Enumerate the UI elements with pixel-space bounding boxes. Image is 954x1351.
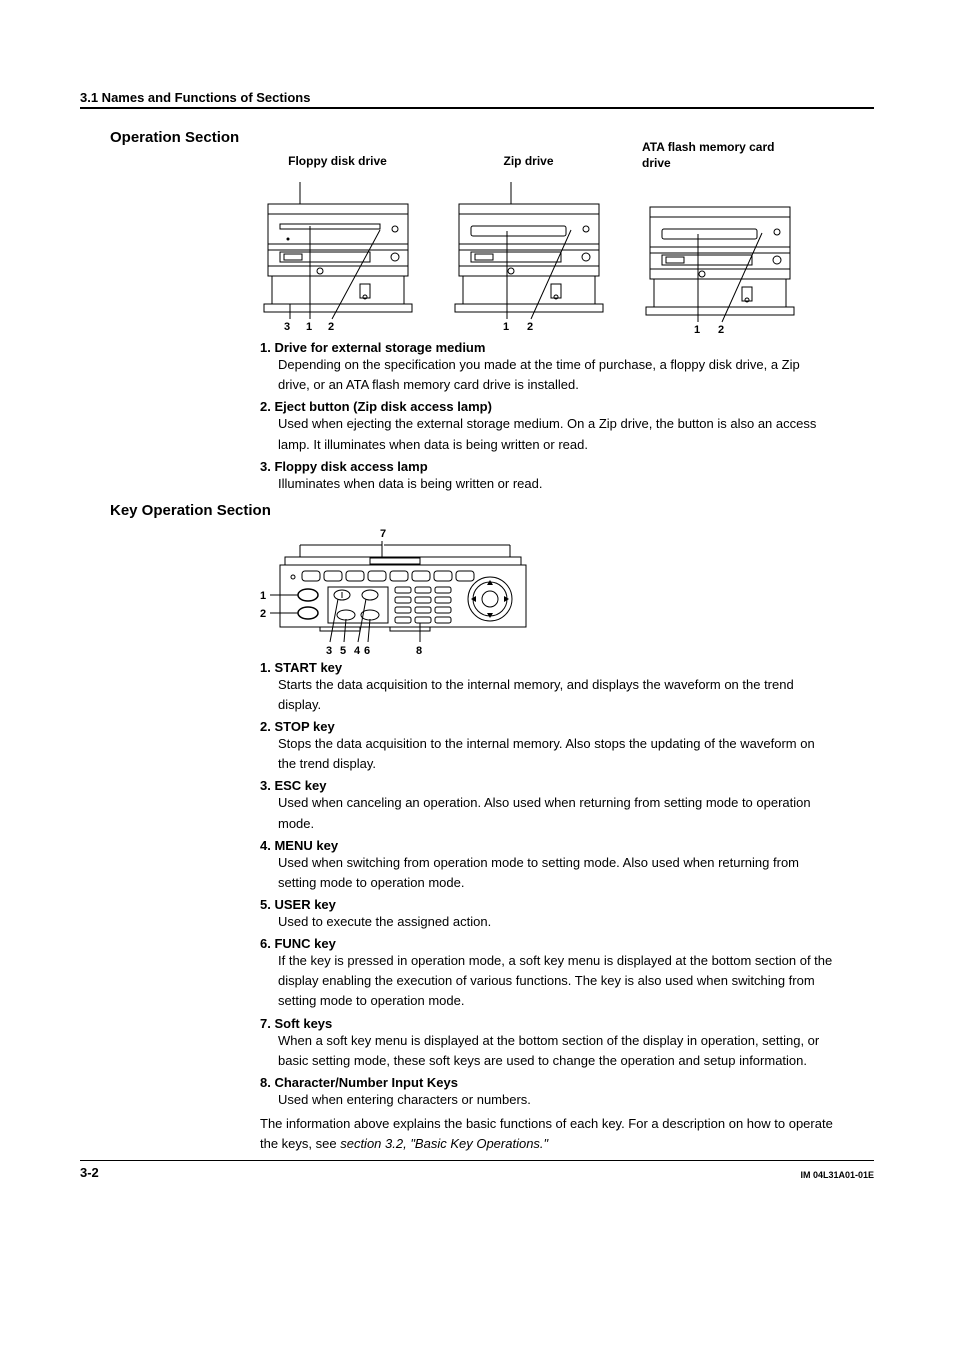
k4-title: MENU key: [274, 838, 338, 853]
k7-body: When a soft key menu is displayed at the…: [278, 1031, 834, 1071]
header-section-text: 3.1 Names and Functions of Sections: [80, 90, 310, 105]
drives-row: Floppy disk drive: [260, 154, 874, 340]
key-item-3: 3. ESC key Used when canceling an operat…: [260, 778, 834, 833]
op1-num: 1.: [260, 340, 271, 355]
k1-title: START key: [274, 660, 342, 675]
op3-body: Illuminates when data is being written o…: [278, 474, 834, 494]
svg-text:1: 1: [694, 324, 700, 336]
zip-drive-illustration: 1 2: [451, 174, 606, 334]
document-id: IM 04L31A01-01E: [800, 1170, 874, 1180]
key-item-2: 2. STOP key Stops the data acquisition t…: [260, 719, 834, 774]
k3-title: ESC key: [274, 778, 326, 793]
key-panel-wrap: 7: [260, 527, 874, 660]
k8-num: 8.: [260, 1075, 271, 1090]
op1-body: Depending on the specification you made …: [278, 355, 834, 395]
k6-num: 6.: [260, 936, 271, 951]
k5-body: Used to execute the assigned action.: [278, 912, 834, 932]
page-number: 3-2: [80, 1165, 99, 1180]
k4-num: 4.: [260, 838, 271, 853]
floppy-block: Floppy disk drive: [260, 154, 415, 340]
key-item-8: 8. Character/Number Input Keys Used when…: [260, 1075, 834, 1110]
k1-num: 1.: [260, 660, 271, 675]
ata-block: ATA flash memory card drive: [642, 154, 797, 340]
svg-text:1: 1: [260, 590, 266, 602]
svg-text:6: 6: [364, 645, 370, 657]
floppy-drive-illustration: 3 1 2: [260, 174, 415, 334]
svg-text:7: 7: [380, 528, 386, 540]
k1-body: Starts the data acquisition to the inter…: [278, 675, 834, 715]
op2-num: 2.: [260, 399, 271, 414]
svg-text:1: 1: [306, 321, 312, 333]
k6-title: FUNC key: [274, 936, 335, 951]
svg-text:8: 8: [416, 645, 422, 657]
svg-text:3: 3: [284, 321, 290, 333]
keyop-title: Key Operation Section: [110, 502, 874, 519]
op3-title: Floppy disk access lamp: [274, 459, 427, 474]
key-item-1: 1. START key Starts the data acquisition…: [260, 660, 834, 715]
svg-text:2: 2: [260, 608, 266, 620]
closing-b: section 3.2, "Basic Key Operations.": [340, 1136, 548, 1151]
k7-num: 7.: [260, 1016, 271, 1031]
zip-label: Zip drive: [451, 154, 606, 168]
operation-list: 1. Drive for external storage medium Dep…: [260, 340, 834, 494]
svg-text:2: 2: [718, 324, 724, 336]
ata-drive-illustration: 1 2: [642, 177, 797, 337]
key-panel-illustration: 7: [260, 527, 540, 657]
op-item-1: 1. Drive for external storage medium Dep…: [260, 340, 834, 395]
k5-title: USER key: [274, 897, 335, 912]
svg-text:1: 1: [503, 321, 509, 333]
k6-body: If the key is pressed in operation mode,…: [278, 951, 834, 1011]
op2-body: Used when ejecting the external storage …: [278, 414, 834, 454]
op-item-2: 2. Eject button (Zip disk access lamp) U…: [260, 399, 834, 454]
ata-label-text: ATA flash memory card drive: [642, 140, 774, 170]
k8-body: Used when entering characters or numbers…: [278, 1090, 834, 1110]
key-item-7: 7. Soft keys When a soft key menu is dis…: [260, 1016, 834, 1071]
ata-label: ATA flash memory card drive: [642, 140, 797, 171]
svg-text:2: 2: [527, 321, 533, 333]
k5-num: 5.: [260, 897, 271, 912]
page-footer: 3-2 IM 04L31A01-01E: [80, 1160, 874, 1180]
floppy-label: Floppy disk drive: [260, 154, 415, 168]
svg-text:3: 3: [326, 645, 332, 657]
k7-title: Soft keys: [274, 1016, 332, 1031]
k3-num: 3.: [260, 778, 271, 793]
key-item-6: 6. FUNC key If the key is pressed in ope…: [260, 936, 834, 1011]
k4-body: Used when switching from operation mode …: [278, 853, 834, 893]
op2-title: Eject button (Zip disk access lamp): [274, 399, 491, 414]
k8-title: Character/Number Input Keys: [274, 1075, 458, 1090]
svg-text:2: 2: [328, 321, 334, 333]
page-header: 3.1 Names and Functions of Sections: [80, 90, 874, 109]
k2-title: STOP key: [274, 719, 334, 734]
closing-text: The information above explains the basic…: [260, 1114, 834, 1154]
key-item-5: 5. USER key Used to execute the assigned…: [260, 897, 834, 932]
k2-num: 2.: [260, 719, 271, 734]
op3-num: 3.: [260, 459, 271, 474]
k3-body: Used when canceling an operation. Also u…: [278, 793, 834, 833]
key-item-4: 4. MENU key Used when switching from ope…: [260, 838, 834, 893]
page: 3.1 Names and Functions of Sections Oper…: [0, 0, 954, 1200]
op-item-3: 3. Floppy disk access lamp Illuminates w…: [260, 459, 834, 494]
svg-text:5: 5: [340, 645, 346, 657]
keyop-list: 1. START key Starts the data acquisition…: [260, 660, 834, 1110]
zip-block: Zip drive 1 2: [451, 154, 606, 340]
op1-title: Drive for external storage medium: [274, 340, 485, 355]
k2-body: Stops the data acquisition to the intern…: [278, 734, 834, 774]
svg-text:4: 4: [354, 645, 361, 657]
